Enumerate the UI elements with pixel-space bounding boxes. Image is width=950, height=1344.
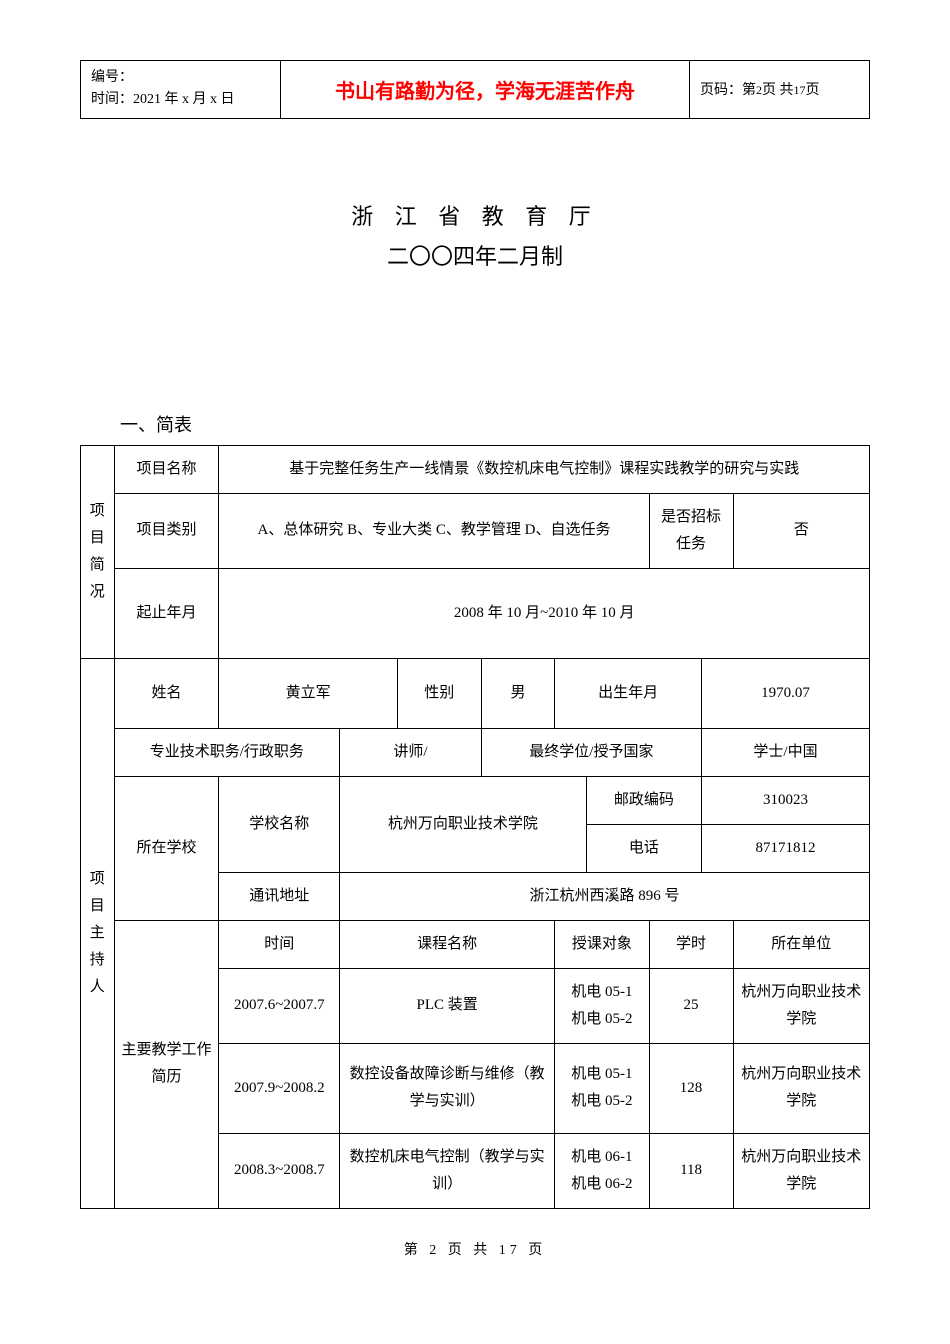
phone-value: 87171812	[702, 824, 870, 872]
header-right-cell: 页码：第2页 共17页	[690, 61, 870, 119]
school-name-label: 学校名称	[219, 776, 340, 872]
teach-unit-1: 杭州万向职业技术学院	[733, 1043, 870, 1133]
main-table: 项目简况 项目名称 基于完整任务生产一线情景《数控机床电气控制》课程实践教学的研…	[80, 445, 870, 1209]
bid-value: 否	[733, 493, 870, 568]
teach-unit-2: 杭州万向职业技术学院	[733, 1133, 870, 1208]
teach-hours-2: 118	[649, 1133, 733, 1208]
page-label-prefix: 页码：第	[700, 83, 756, 98]
table-row: 起止年月 2008 年 10 月~2010 年 10 月	[81, 568, 870, 658]
teach-target-0: 机电 05-1 机电 05-2	[555, 968, 649, 1043]
leader-name-label: 姓名	[114, 658, 219, 728]
table-row: 项目主持人 姓名 黄立军 性别 男 出生年月 1970.07	[81, 658, 870, 728]
org-name: 浙 江 省 教 育 厅	[80, 199, 870, 231]
degree-label: 最终学位/授予国家	[481, 728, 701, 776]
gender-value: 男	[481, 658, 554, 728]
birth-label: 出生年月	[555, 658, 702, 728]
project-category-value: A、总体研究 B、专业大类 C、教学管理 D、自选任务	[219, 493, 649, 568]
school-row-label: 所在学校	[114, 776, 219, 920]
org-date: 二〇〇四年二月制	[80, 239, 870, 271]
teach-time-2: 2008.3~2008.7	[219, 1133, 340, 1208]
title-label: 专业技术职务/行政职务	[114, 728, 340, 776]
teach-course-0: PLC 装置	[340, 968, 555, 1043]
project-name-label: 项目名称	[114, 445, 219, 493]
leader-vlabel: 项目主持人	[81, 658, 115, 1208]
overview-vlabel: 项目简况	[81, 445, 115, 658]
birth-value: 1970.07	[702, 658, 870, 728]
teaching-section-label: 主要教学工作简历	[114, 920, 219, 1208]
doc-time-label: 时间：2021 年 x 月 x 日	[91, 89, 270, 111]
teach-time-0: 2007.6~2007.7	[219, 968, 340, 1043]
project-category-label: 项目类别	[114, 493, 219, 568]
title-value: 讲师/	[340, 728, 482, 776]
col-time: 时间	[219, 920, 340, 968]
table-row: 主要教学工作简历 时间 课程名称 授课对象 学时 所在单位	[81, 920, 870, 968]
doc-motto: 书山有路勤为径，学海无涯苦作舟	[335, 81, 635, 103]
section-title: 一、简表	[120, 411, 870, 437]
teach-target-2: 机电 06-1 机电 06-2	[555, 1133, 649, 1208]
period-label: 起止年月	[114, 568, 219, 658]
phone-label: 电话	[586, 824, 701, 872]
doc-id-label: 编号：	[91, 67, 270, 89]
teach-unit-0: 杭州万向职业技术学院	[733, 968, 870, 1043]
leader-name-value: 黄立军	[219, 658, 397, 728]
table-row: 项目类别 A、总体研究 B、专业大类 C、教学管理 D、自选任务 是否招标任务 …	[81, 493, 870, 568]
col-hours: 学时	[649, 920, 733, 968]
addr-label: 通讯地址	[219, 872, 340, 920]
page-total: 17	[794, 83, 806, 97]
header-center-cell: 书山有路勤为径，学海无涯苦作舟	[281, 61, 690, 119]
gender-label: 性别	[397, 658, 481, 728]
header-left-cell: 编号： 时间：2021 年 x 月 x 日	[81, 61, 281, 119]
project-name-value: 基于完整任务生产一线情景《数控机床电气控制》课程实践教学的研究与实践	[219, 445, 870, 493]
teach-target-1: 机电 05-1 机电 05-2	[555, 1043, 649, 1133]
col-target: 授课对象	[555, 920, 649, 968]
teach-hours-1: 128	[649, 1043, 733, 1133]
table-row: 所在学校 学校名称 杭州万向职业技术学院 邮政编码 310023	[81, 776, 870, 824]
degree-value: 学士/中国	[702, 728, 870, 776]
addr-value: 浙江杭州西溪路 896 号	[340, 872, 870, 920]
teach-course-1: 数控设备故障诊断与维修（教学与实训）	[340, 1043, 555, 1133]
teach-hours-0: 25	[649, 968, 733, 1043]
school-name-value: 杭州万向职业技术学院	[340, 776, 587, 872]
zip-value: 310023	[702, 776, 870, 824]
teach-time-1: 2007.9~2008.2	[219, 1043, 340, 1133]
doc-header: 编号： 时间：2021 年 x 月 x 日 书山有路勤为径，学海无涯苦作舟 页码…	[80, 60, 870, 119]
period-value: 2008 年 10 月~2010 年 10 月	[219, 568, 870, 658]
page-label-mid: 页 共	[762, 83, 794, 98]
zip-label: 邮政编码	[586, 776, 701, 824]
table-row: 项目简况 项目名称 基于完整任务生产一线情景《数控机床电气控制》课程实践教学的研…	[81, 445, 870, 493]
teach-course-2: 数控机床电气控制（教学与实训）	[340, 1133, 555, 1208]
col-unit: 所在单位	[733, 920, 870, 968]
col-course: 课程名称	[340, 920, 555, 968]
page-footer: 第 2 页 共 17 页	[80, 1239, 870, 1259]
bid-label: 是否招标任务	[649, 493, 733, 568]
table-row: 专业技术职务/行政职务 讲师/ 最终学位/授予国家 学士/中国	[81, 728, 870, 776]
page-label-suffix: 页	[806, 83, 820, 98]
